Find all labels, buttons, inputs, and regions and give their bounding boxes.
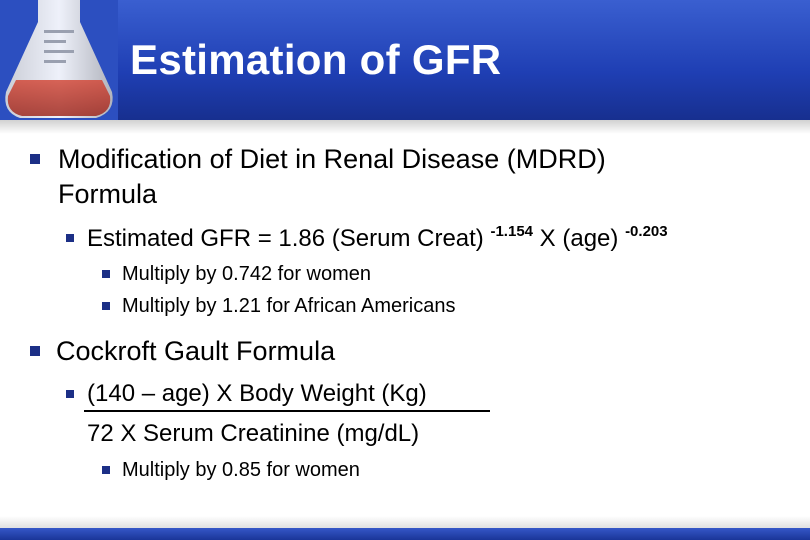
mdrd-formula: Estimated GFR = 1.86 (Serum Creat) -1.15… <box>87 224 668 254</box>
flask-image <box>0 0 118 120</box>
mdrd-heading-line1: Modification of Diet in Renal Disease (M… <box>58 144 606 174</box>
bullet-icon <box>30 154 40 164</box>
exponent-age: -0.203 <box>625 223 668 240</box>
footer-band <box>0 528 810 540</box>
mdrd-heading-line2: Formula <box>58 179 158 209</box>
bullet-icon <box>66 390 74 398</box>
bullet-icon <box>102 302 110 310</box>
exponent-creat: -1.154 <box>490 223 534 240</box>
title-band: Estimation of GFR <box>0 0 810 120</box>
slide-title: Estimation of GFR <box>130 36 502 83</box>
mdrd-note-african-americans: Multiply by 1.21 for African Americans <box>122 295 456 317</box>
title-band-shadow <box>0 120 810 134</box>
cockroft-numerator: (140 – age) X Body Weight (Kg) <box>87 380 427 407</box>
mdrd-note-women: Multiply by 0.742 for women <box>122 263 372 285</box>
cockroft-note-women: Multiply by 0.85 for women <box>122 459 360 481</box>
cockroft-denominator: 72 X Serum Creatinine (mg/dL) <box>87 420 420 447</box>
formula-prefix: Estimated GFR = 1.86 (Serum Creat) <box>87 225 491 252</box>
bullet-icon <box>30 346 40 356</box>
bullet-icon <box>102 466 110 474</box>
bullet-icon <box>102 270 110 278</box>
formula-middle: X (age) <box>533 225 626 252</box>
footer-shadow <box>0 516 810 528</box>
cockroft-heading: Cockroft Gault Formula <box>56 336 336 366</box>
fraction-line <box>84 410 490 412</box>
bullet-icon <box>66 234 74 242</box>
